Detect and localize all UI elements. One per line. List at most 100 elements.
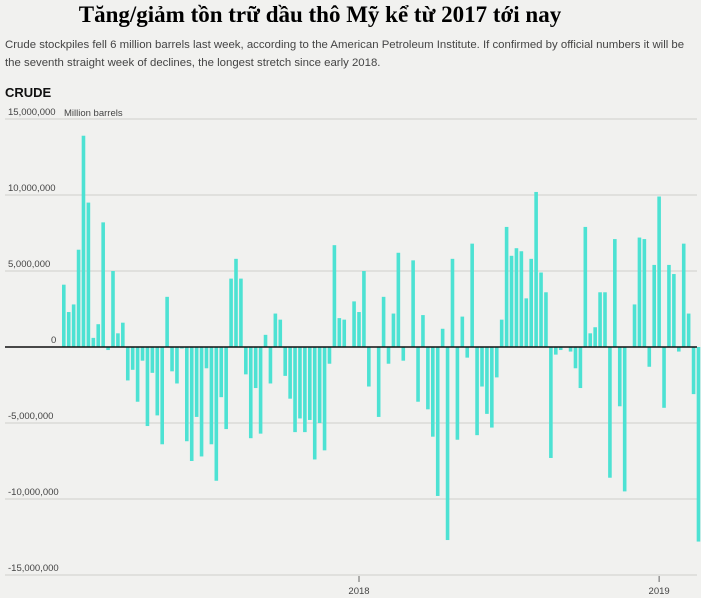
bar (189, 347, 194, 461)
bar (214, 347, 219, 481)
bar (504, 226, 509, 347)
bar (165, 296, 169, 347)
bar (160, 347, 164, 445)
bar (362, 271, 366, 347)
bar (62, 284, 66, 347)
bar (111, 271, 115, 347)
bar (554, 347, 558, 355)
bar (121, 322, 125, 347)
bar (672, 274, 676, 347)
bar (603, 292, 607, 347)
bar (681, 243, 686, 347)
bar (312, 347, 317, 460)
bar (234, 258, 238, 347)
bar (106, 347, 110, 351)
bar (199, 347, 204, 457)
bar (145, 347, 150, 427)
bar (588, 333, 593, 347)
bar (91, 337, 96, 347)
bar (470, 243, 474, 347)
bar (455, 347, 460, 440)
bar (396, 252, 401, 347)
y-tick-label: 0 (51, 335, 56, 346)
bar (298, 347, 302, 419)
bar (445, 347, 450, 541)
bar (337, 318, 342, 347)
bar (332, 245, 337, 347)
bar (686, 313, 691, 347)
bar (76, 249, 81, 347)
bar (460, 316, 465, 347)
bar (416, 347, 420, 402)
bar (376, 347, 381, 417)
bar (696, 347, 701, 542)
bar (204, 347, 209, 369)
bar (568, 347, 573, 352)
chart-title: Tăng/giảm tồn trữ dầu thô Mỹ kể từ 2017 … (78, 2, 562, 27)
x-tick-label: 2019 (649, 586, 670, 597)
bar (194, 347, 199, 417)
bar (401, 347, 406, 361)
bar (209, 347, 214, 445)
bar (357, 312, 361, 347)
bar (381, 296, 386, 347)
bar (499, 319, 504, 347)
bar (308, 347, 312, 420)
bar (558, 347, 563, 351)
bar (185, 347, 189, 442)
bar (244, 347, 248, 375)
bar (426, 347, 430, 410)
bar (637, 237, 642, 347)
bar (175, 347, 179, 384)
bar (480, 347, 484, 387)
bar (278, 319, 283, 347)
bar (514, 248, 519, 347)
bar (71, 304, 76, 347)
bar (150, 347, 155, 373)
bar (691, 347, 696, 395)
bar (529, 258, 533, 347)
bar (431, 347, 435, 437)
bar (125, 347, 130, 381)
bar (647, 347, 652, 367)
bar (421, 315, 425, 347)
bar (116, 333, 120, 347)
y-axis-labels: 15,000,000 10,000,000 5,000,000 0 -5,000,000… (8, 107, 59, 574)
bar (494, 347, 499, 378)
bar (598, 292, 602, 347)
bar (583, 226, 588, 347)
bar (155, 347, 160, 416)
bar (248, 347, 253, 439)
bar (391, 313, 396, 347)
bar (66, 312, 71, 347)
chart-subtitle: Crude stockpiles fell 6 million barrels … (5, 39, 685, 69)
bar (608, 347, 612, 478)
bar (253, 347, 258, 389)
bar (539, 272, 543, 347)
bar (303, 347, 307, 433)
y-tick-label: -15,000,000 (8, 563, 59, 574)
bar (327, 347, 332, 364)
bar (386, 347, 391, 364)
bar (367, 347, 371, 387)
bar (667, 264, 671, 347)
bar (273, 313, 278, 347)
bar (283, 347, 287, 376)
grid-lines (5, 118, 697, 576)
y-unit-label: Million barrels (64, 108, 123, 119)
bar (519, 251, 524, 347)
y-tick-label: 15,000,000 (8, 107, 56, 118)
bar (239, 278, 243, 347)
bar (86, 202, 91, 347)
bar (657, 196, 661, 347)
bar (96, 324, 101, 347)
bar (135, 347, 140, 402)
bar (549, 347, 553, 458)
x-axis-labels: 2018 2019 (348, 576, 670, 597)
bar (435, 347, 440, 496)
bars (62, 135, 701, 542)
bar (450, 258, 455, 347)
bar (490, 347, 494, 428)
bar (293, 347, 297, 433)
